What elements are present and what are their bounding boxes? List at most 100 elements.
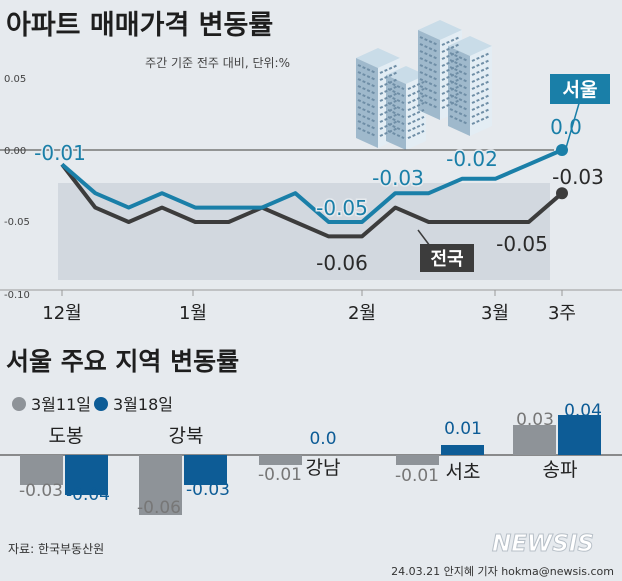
- x-tick-label: 1월: [179, 303, 207, 324]
- window-row: [357, 85, 377, 95]
- credit-text: 24.03.21 안지혜 기자 hokma@newsis.com: [391, 565, 614, 578]
- window-row: [441, 64, 461, 74]
- category-label: 강남: [306, 457, 341, 479]
- series-tag-seoul: 서울: [550, 74, 610, 149]
- window-row: [471, 94, 491, 104]
- top-chart-subtitle: 주간 기준 전주 대비, 단위:%: [145, 56, 290, 70]
- window-row: [441, 43, 461, 53]
- window-row: [441, 50, 461, 60]
- bar-value-label: -0.04: [66, 485, 110, 505]
- line-data-labels: -0.01 -0.05 -0.03 -0.02 0.0 -0.06 -0.05 …: [33, 115, 604, 275]
- window-row: [441, 85, 461, 95]
- bar-mar18-1: [184, 455, 227, 485]
- window-row: [441, 71, 461, 81]
- apartment-buildings-illustration: [356, 20, 492, 150]
- window-row: [387, 129, 405, 140]
- window-row: [407, 87, 425, 98]
- window-row: [449, 101, 469, 111]
- window-row: [441, 57, 461, 67]
- window-row: [419, 57, 439, 67]
- bar-mar11-1: [139, 455, 182, 515]
- window-row: [379, 99, 399, 109]
- series-tag-label: 서울: [563, 79, 598, 101]
- bar-mar11-2: [259, 455, 302, 465]
- x-axis: 12월 1월 2월 3월 3주: [0, 289, 622, 324]
- top-chart-title: 아파트 매매가격 변동률: [6, 10, 273, 41]
- window-row: [419, 71, 439, 81]
- window-row: [387, 80, 405, 91]
- window-row: [419, 43, 439, 53]
- negative-range-band: [58, 183, 550, 280]
- bar-value-label: -0.03: [19, 481, 63, 501]
- window-row: [419, 92, 439, 102]
- window-row: [407, 115, 425, 126]
- window-row: [379, 64, 399, 74]
- window-row: [387, 115, 405, 126]
- window-row: [357, 78, 377, 88]
- series-end-point-seoul: [556, 144, 568, 156]
- window-row: [441, 99, 461, 109]
- bar-mar18-0: [65, 455, 108, 495]
- y-tick-label: -0.05: [4, 217, 30, 228]
- x-tick-label: 3월: [481, 303, 509, 324]
- window-row: [387, 122, 405, 133]
- window-row: [387, 87, 405, 98]
- window-row: [407, 101, 425, 112]
- window-row: [471, 73, 491, 83]
- bar-value-label: 0.0: [309, 429, 336, 449]
- legend-swatch-mar11: [12, 397, 26, 411]
- window-row: [471, 101, 491, 111]
- window-row: [387, 101, 405, 112]
- data-label: -0.02: [446, 147, 498, 171]
- category-labels: 도봉 강북 강남 서초 송파: [49, 425, 578, 483]
- legend: 3월11일 3월18일: [12, 395, 173, 414]
- legend-label: 3월11일: [31, 395, 91, 414]
- data-label: 0.0: [550, 115, 582, 139]
- window-row: [379, 78, 399, 88]
- window-row: [419, 85, 439, 95]
- window-row: [419, 50, 439, 60]
- window-row: [449, 108, 469, 118]
- window-row: [379, 85, 399, 95]
- data-label: -0.03: [372, 166, 424, 190]
- window-row: [441, 92, 461, 102]
- bar-mar11-0: [20, 455, 63, 485]
- category-label: 강북: [169, 425, 204, 447]
- window-row: [449, 59, 469, 69]
- data-label: -0.05: [316, 196, 368, 220]
- x-tick-label: 3주: [548, 303, 576, 324]
- window-row: [471, 115, 491, 125]
- legend-swatch-mar18: [94, 397, 108, 411]
- window-row: [449, 87, 469, 97]
- window-row: [379, 113, 399, 123]
- data-label: -0.01: [34, 141, 86, 165]
- window-row: [419, 78, 439, 88]
- window-row: [357, 120, 377, 130]
- category-label: 서초: [446, 461, 481, 483]
- window-row: [387, 108, 405, 119]
- category-label: 송파: [543, 459, 578, 481]
- window-row: [379, 106, 399, 116]
- window-row: [357, 106, 377, 116]
- window-row: [471, 59, 491, 69]
- bars: [20, 415, 601, 515]
- window-row: [471, 108, 491, 118]
- window-row: [357, 64, 377, 74]
- bar-value-label: -0.01: [258, 465, 302, 485]
- window-row: [357, 92, 377, 102]
- window-row: [441, 36, 461, 46]
- window-row: [449, 66, 469, 76]
- window-row: [419, 99, 439, 109]
- window-row: [441, 78, 461, 88]
- legend-label: 3월18일: [113, 395, 173, 414]
- y-axis: 0.05 0.00 -0.05 -0.10: [4, 74, 30, 301]
- bar-mar11-3: [396, 455, 439, 465]
- data-label: -0.05: [496, 232, 548, 256]
- window-row: [379, 71, 399, 81]
- series-tag-nation: 전국: [417, 229, 474, 272]
- window-row: [449, 73, 469, 83]
- window-row: [407, 122, 425, 133]
- window-row: [407, 108, 425, 119]
- window-row: [449, 115, 469, 125]
- y-tick-label: 0.05: [4, 74, 26, 85]
